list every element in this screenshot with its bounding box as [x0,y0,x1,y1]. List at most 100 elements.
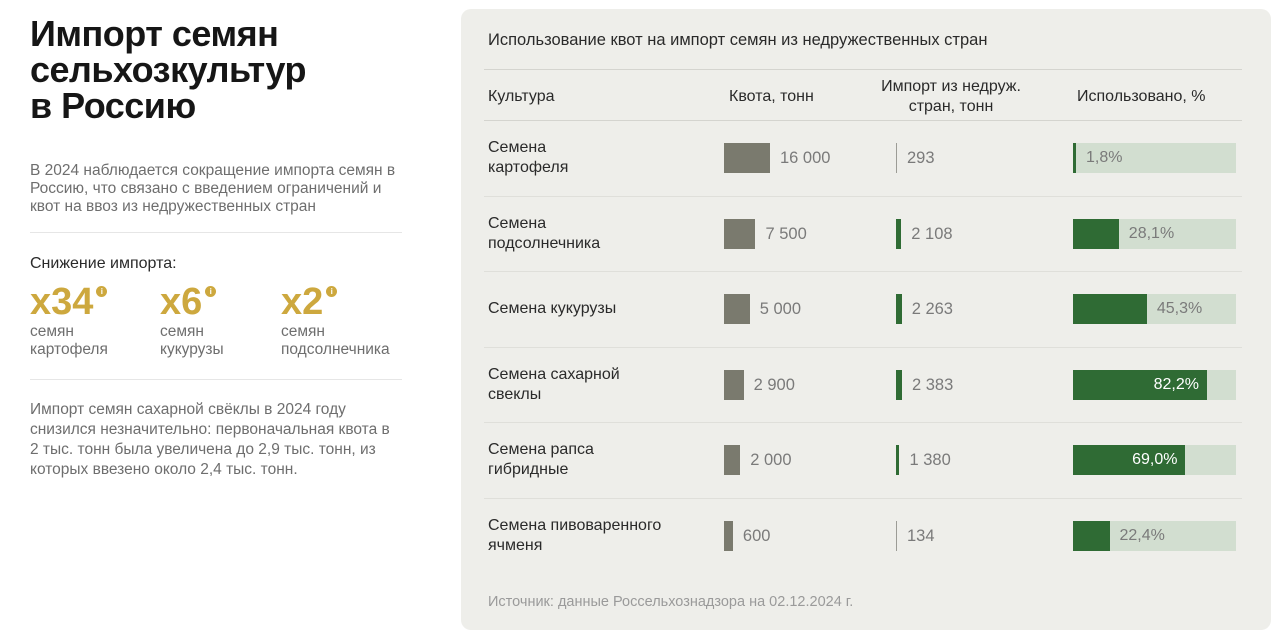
quota-value: 16 000 [780,149,831,167]
used-fill [1073,294,1147,324]
crop-label-line: Семена [488,214,547,232]
divider [30,379,402,380]
stat-value-text: x6 [160,281,203,323]
row-separator [484,346,1242,348]
crop-label-line: Семена пивоваренного [488,516,662,534]
title-line: в Россию [30,85,196,126]
crop-label-line: подсолнечника [488,234,601,252]
quota-bar [724,143,770,173]
crop-label-line: Семена [488,139,547,156]
used-value: 28,1% [1128,224,1175,242]
stat-sunflower: x2 i семян подсолнечника [281,281,402,359]
crop-label: Семена подсолнечника [488,214,688,254]
crop-label: Семена рапса гибридные [488,440,688,480]
stat-label-line: картофеля [30,341,108,358]
import-value: 1 380 [909,451,951,469]
drop-title: Снижение импорта: [30,255,177,272]
stat-label: семян подсолнечника [281,323,402,359]
quota-bar [724,294,750,324]
header-import-line: стран, тонн [908,98,994,115]
info-icon[interactable]: i [205,286,217,297]
page-title: Импорт семян сельхозкультур в Россию [30,16,402,124]
stat-value-text: x34 [30,281,94,323]
quota-bar [724,369,744,400]
stat-label-line: кукурузы [160,341,224,358]
stat-label-line: подсолнечника [281,341,390,358]
quota-value: 2 000 [750,451,792,469]
used-fill [1073,218,1119,249]
quota-bar [724,445,741,475]
used-value: 82,2% [1153,375,1199,393]
row-separator [484,422,1242,424]
chart-title: Использование квот на импорт семян из не… [488,31,988,49]
crop-label-line: Семена кукурузы [488,300,617,317]
used-value: 45,3% [1156,300,1203,317]
used-track: 82,2% [1073,369,1236,400]
quota-value: 600 [742,526,771,545]
quota-value: 2 900 [753,375,795,394]
stat-label: семян кукурузы [160,323,281,359]
import-bar [896,143,897,173]
used-fill [1073,143,1076,173]
stat-value: x2 i [281,281,338,323]
source-note: Источник: данные Россельхознадзора на 02… [488,594,854,610]
quota-value: 7 500 [765,224,807,243]
used-fill [1073,369,1207,400]
used-track: 22,4% [1073,520,1236,551]
header-quota: Квота, тонн [729,88,814,105]
header-top-rule [484,69,1242,70]
import-bar [896,445,900,475]
stat-label-line: семян [30,323,74,340]
stat-corn: x6 i семян кукурузы [160,281,281,359]
import-value: 2 108 [911,224,953,243]
header-import: Импорт из недруж. стран, тонн [861,77,1041,117]
crop-label-line: ячменя [488,536,543,554]
used-fill [1073,520,1110,551]
quota-bar [724,218,756,249]
header-import-line: Импорт из недруж. [881,78,1021,95]
intro-text: В 2024 наблюдается сокращение импорта се… [30,162,396,215]
stat-value-text: x2 [281,281,324,323]
stat-potato: x34 i семян картофеля [30,281,160,359]
used-value: 1,8% [1086,149,1123,166]
divider [30,232,402,233]
used-fill [1073,445,1186,475]
title-line: сельхозкультур [30,49,307,90]
info-icon[interactable]: i [96,286,108,297]
import-bar [896,520,897,551]
import-value: 2 263 [911,300,953,318]
title-line: Импорт семян [30,13,279,54]
row-separator [484,195,1242,197]
stat-label-line: семян [281,323,325,340]
chart-panel: Использование квот на импорт семян из не… [461,9,1271,630]
row-separator [484,271,1242,273]
crop-label-line: свеклы [488,385,542,403]
used-track: 1,8% [1073,143,1236,173]
crop-label: Семена сахарной свеклы [488,365,688,405]
crop-label: Семена пивоваренного ячменя [488,516,688,556]
left-panel: Импорт семян сельхозкультур в Россию В 2… [30,16,402,480]
quota-value: 5 000 [759,300,801,318]
beet-note: Импорт семян сахарной свёклы в 2024 году… [30,401,390,478]
used-track: 28,1% [1073,218,1236,249]
used-track: 69,0% [1073,445,1236,475]
used-value: 69,0% [1132,451,1178,468]
import-bar [896,294,902,324]
crop-label-line: гибридные [488,461,569,478]
used-value: 22,4% [1119,526,1165,544]
header-bottom-rule [484,120,1242,121]
crop-label-line: Семена рапса [488,441,594,458]
header-used: Использовано, % [1077,88,1206,105]
row-separator [484,497,1242,499]
crop-label-line: картофеля [488,159,569,176]
import-value: 134 [907,526,935,545]
crop-label: Семена картофеля [488,138,688,178]
info-icon[interactable]: i [326,286,338,297]
crop-label-line: Семена сахарной [488,365,620,383]
quota-bar [724,520,733,551]
stat-value: x34 i [30,281,108,323]
import-value: 2 383 [912,375,954,394]
import-bar [896,369,902,400]
crop-label: Семена кукурузы [488,299,688,319]
import-value: 293 [907,149,935,167]
